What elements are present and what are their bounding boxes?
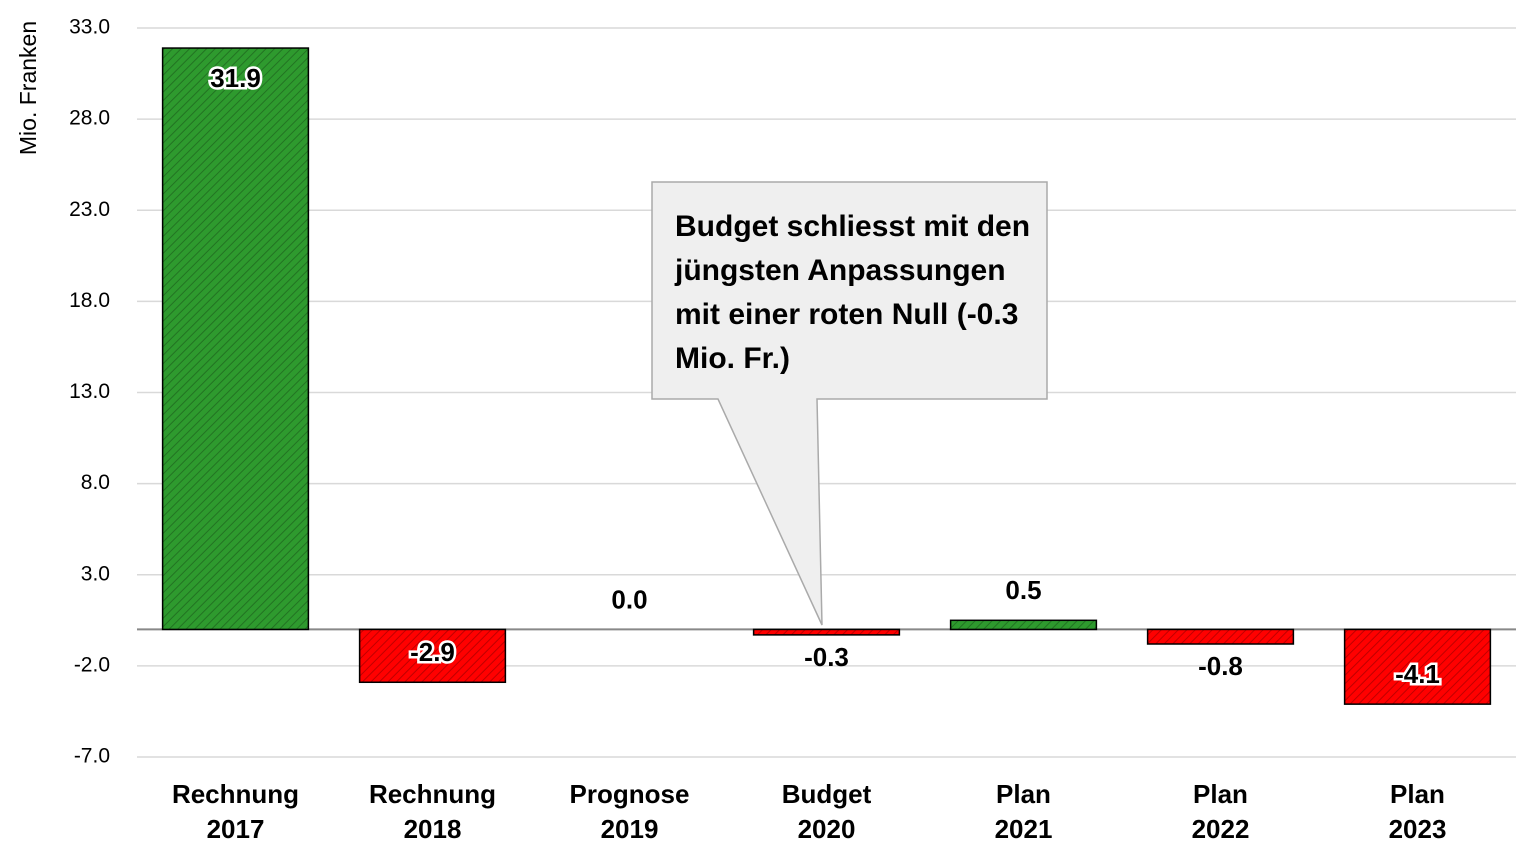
annotation: Budget schliesst mit den jüngsten Anpass… — [675, 210, 1031, 375]
y-tick-label: 3.0 — [81, 562, 110, 585]
y-tick-label: 8.0 — [81, 471, 110, 494]
y-tick-label: 18.0 — [69, 289, 110, 312]
value-label: -4.1 — [1395, 659, 1440, 689]
value-label: -2.9 — [410, 637, 455, 667]
bar-hatch — [1344, 629, 1491, 705]
bar-hatch — [950, 620, 1097, 630]
value-label: -0.8 — [1198, 651, 1243, 681]
bar-hatch — [1147, 629, 1294, 645]
callout-box — [651, 181, 1048, 626]
y-tick-label: -2.0 — [74, 653, 110, 676]
x-tick-label: Plan 2021 — [995, 779, 1053, 844]
y-tick-label: 28.0 — [69, 107, 110, 130]
y-axis-title: Mio. Franken — [15, 21, 41, 155]
bar-hatch — [162, 48, 309, 630]
value-label: -0.3 — [804, 642, 849, 672]
y-tick-label: 23.0 — [69, 198, 110, 221]
x-tick-label: Rechnung 2017 — [172, 779, 299, 844]
value-label: 31.9 — [210, 63, 261, 93]
x-tick-label: Plan 2023 — [1389, 779, 1447, 844]
x-tick-label: Rechnung 2018 — [369, 779, 496, 844]
x-tick-label: Plan 2022 — [1192, 779, 1250, 844]
y-tick-label: -7.0 — [74, 745, 110, 768]
x-tick-label: Budget 2020 — [782, 779, 872, 844]
bar-hatch — [753, 629, 900, 635]
x-tick-label: Prognose 2019 — [570, 779, 690, 844]
y-tick-label: 13.0 — [69, 380, 110, 403]
value-label: 0.5 — [1005, 575, 1041, 605]
value-label: 0.0 — [611, 584, 647, 614]
y-tick-label: 33.0 — [69, 16, 110, 39]
bar-hatch — [359, 629, 506, 683]
